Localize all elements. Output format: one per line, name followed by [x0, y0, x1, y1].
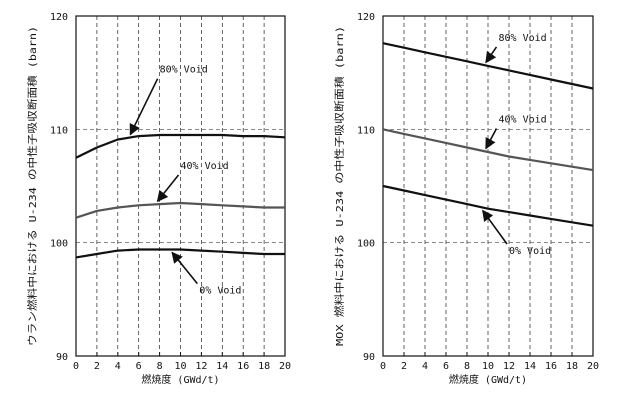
- x-tick-label: 8: [157, 361, 163, 372]
- annotation-label: 0% Void: [199, 286, 241, 297]
- series-line-2: [75, 248, 285, 259]
- y-tick-label: 120: [50, 12, 68, 23]
- annotation-arrow: [156, 174, 180, 203]
- x-tick-label: 2: [94, 361, 100, 372]
- x-tick-label: 10: [174, 361, 186, 372]
- x-tick-label: 14: [524, 361, 536, 372]
- series-line-1: [382, 128, 594, 172]
- annotation-label: 80% Void: [160, 65, 208, 76]
- chart-uranium: 0 2 4 6 8 10 12 14 16 18 20 90 100 110 120 燃焼度 (GWd/t) ウ…: [26, 12, 291, 386]
- y-tick-label: 90: [363, 352, 375, 363]
- x-tick-label: 16: [545, 361, 557, 372]
- annotation-arrow: [482, 209, 508, 245]
- y-axis-title: ウラン燃料中における U-234 の中性子吸収断面積 (barn): [26, 26, 39, 346]
- y-tick-label: 110: [50, 125, 68, 136]
- x-axis-title: 燃焼度 (GWd/t): [141, 373, 219, 386]
- x-tick-label: 18: [258, 361, 270, 372]
- series-line-0: [75, 133, 286, 159]
- x-tick-label: 8: [464, 361, 470, 372]
- y-tick-label: 120: [357, 12, 375, 23]
- y-tick-label: 110: [357, 125, 375, 136]
- x-tick-label: 4: [422, 361, 428, 372]
- annotation-arrow: [485, 128, 498, 150]
- annotation-label: 40% Void: [499, 115, 547, 126]
- series-line-1: [75, 201, 285, 219]
- y-tick-label: 100: [357, 239, 375, 250]
- x-tick-label: 0: [73, 361, 79, 372]
- x-tick-label: 16: [237, 361, 249, 372]
- series-line-2: [382, 184, 594, 227]
- y-tick-label: 90: [56, 352, 68, 363]
- y-tick-label: 100: [50, 239, 68, 250]
- x-tick-label: 12: [195, 361, 207, 372]
- x-tick-label: 0: [380, 361, 386, 372]
- x-tick-label: 20: [279, 361, 291, 372]
- annotation-arrow: [171, 251, 198, 285]
- x-tick-label: 10: [482, 361, 494, 372]
- annotation-label: 80% Void: [499, 33, 547, 44]
- y-axis-title: MOX 燃料中における U-234 の中性子吸収断面積 (barn): [333, 26, 346, 346]
- x-tick-label: 4: [115, 361, 121, 372]
- x-tick-label: 12: [503, 361, 515, 372]
- x-tick-label: 6: [136, 361, 142, 372]
- annotation-label: 40% Void: [181, 161, 229, 172]
- annotation-label: 0% Void: [509, 246, 551, 257]
- x-tick-label: 2: [401, 361, 407, 372]
- x-tick-label: 6: [443, 361, 449, 372]
- x-axis-title: 燃焼度 (GWd/t): [449, 373, 527, 386]
- annotation-arrow: [129, 78, 159, 136]
- x-tick-label: 14: [216, 361, 228, 372]
- annotation-arrow: [485, 46, 498, 64]
- x-tick-label: 18: [566, 361, 578, 372]
- chart-mox: 0 2 4 6 8 10 12 14 16 18 20 90 100 110 120 燃焼度 (GWd/t) M…: [333, 12, 599, 386]
- x-tick-label: 20: [587, 361, 599, 372]
- series-line-0: [382, 42, 594, 90]
